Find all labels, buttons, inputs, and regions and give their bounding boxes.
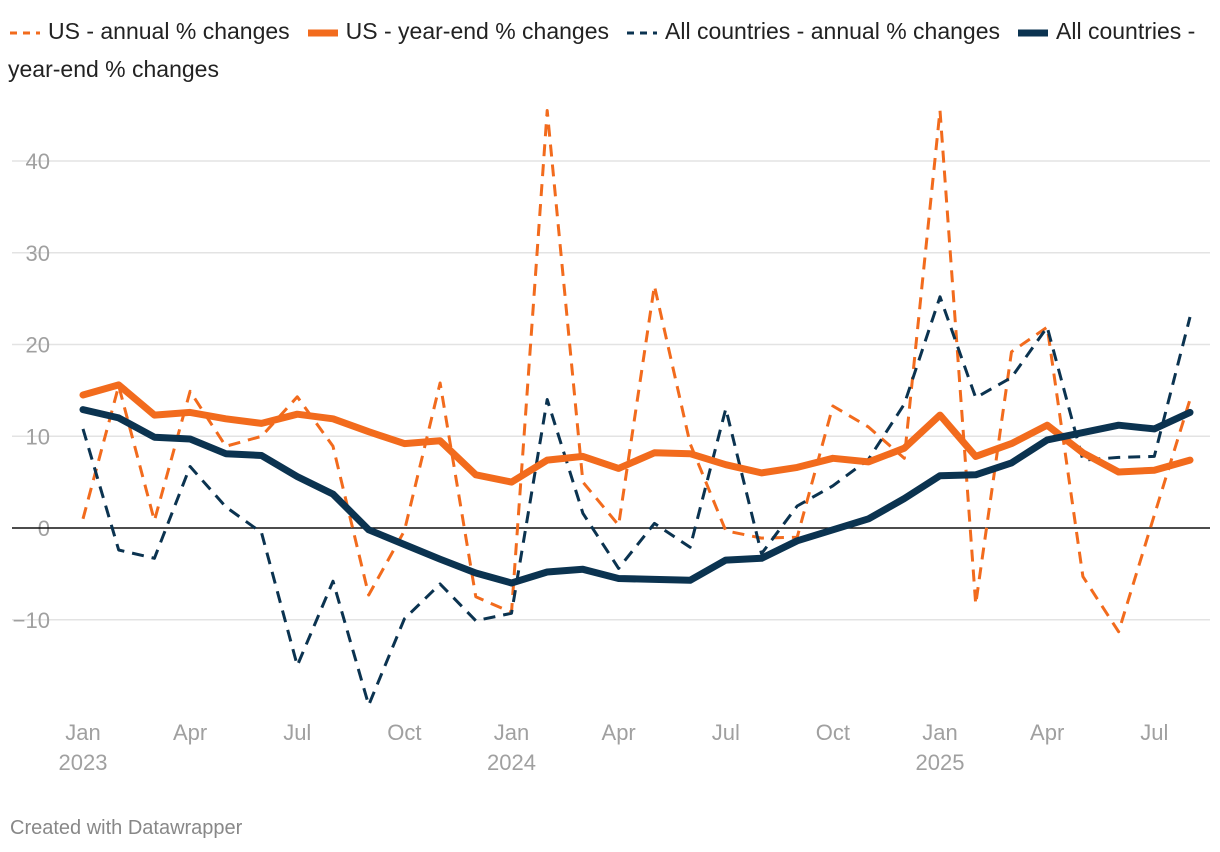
legend-item-all-annual: All countries - annual % changes: [625, 18, 1000, 44]
y-tick-label-3: 10: [26, 424, 50, 449]
x-tick-label-6: Jul: [712, 720, 740, 745]
legend-item-us-annual: US - annual % changes: [8, 18, 290, 44]
legend-label-us-annual: US - annual % changes: [48, 18, 290, 44]
y-tick-label-5: −10: [13, 608, 50, 633]
x-tick-label-8: Jan: [922, 720, 957, 745]
x-tick-year-0: 2023: [59, 750, 108, 775]
y-tick-label-2: 20: [26, 333, 50, 358]
x-tick-year-8: 2025: [916, 750, 965, 775]
chart-legend: US - annual % changes US - year-end % cha…: [8, 12, 1208, 88]
x-tick-label-9: Apr: [1030, 720, 1064, 745]
legend-swatch-us-annual: [10, 31, 40, 35]
series-line-0: [81, 109, 1192, 634]
y-tick-label-1: 30: [26, 241, 50, 266]
x-tick-label-10: Jul: [1140, 720, 1168, 745]
legend-swatch-all-year-end: [1018, 29, 1048, 37]
legend-item-us-year-end: US - year-end % changes: [306, 18, 609, 44]
series-line-1: [79, 381, 1194, 486]
x-tick-label-1: Apr: [173, 720, 207, 745]
x-tick-label-0: Jan: [65, 720, 100, 745]
x-tick-label-3: Oct: [387, 720, 421, 745]
legend-label-all-year-end: All countries - year-end % changes: [8, 18, 1196, 82]
series-line-3: [79, 406, 1194, 587]
y-tick-label-0: 40: [26, 149, 50, 174]
legend-item-all-year-end: All countries - year-end % changes: [8, 18, 1195, 82]
x-tick-label-2: Jul: [283, 720, 311, 745]
series-line-2: [81, 295, 1192, 707]
x-tick-year-4: 2024: [487, 750, 536, 775]
x-tick-label-5: Apr: [602, 720, 636, 745]
legend-label-all-annual: All countries - annual % changes: [665, 18, 1000, 44]
x-tick-label-7: Oct: [816, 720, 850, 745]
legend-label-us-year-end: US - year-end % changes: [345, 18, 610, 44]
legend-swatch-all-annual: [627, 31, 658, 35]
x-tick-label-4: Jan: [494, 720, 529, 745]
legend-swatch-us-year-end: [307, 29, 338, 37]
credit-text: Created with Datawrapper: [10, 817, 243, 839]
